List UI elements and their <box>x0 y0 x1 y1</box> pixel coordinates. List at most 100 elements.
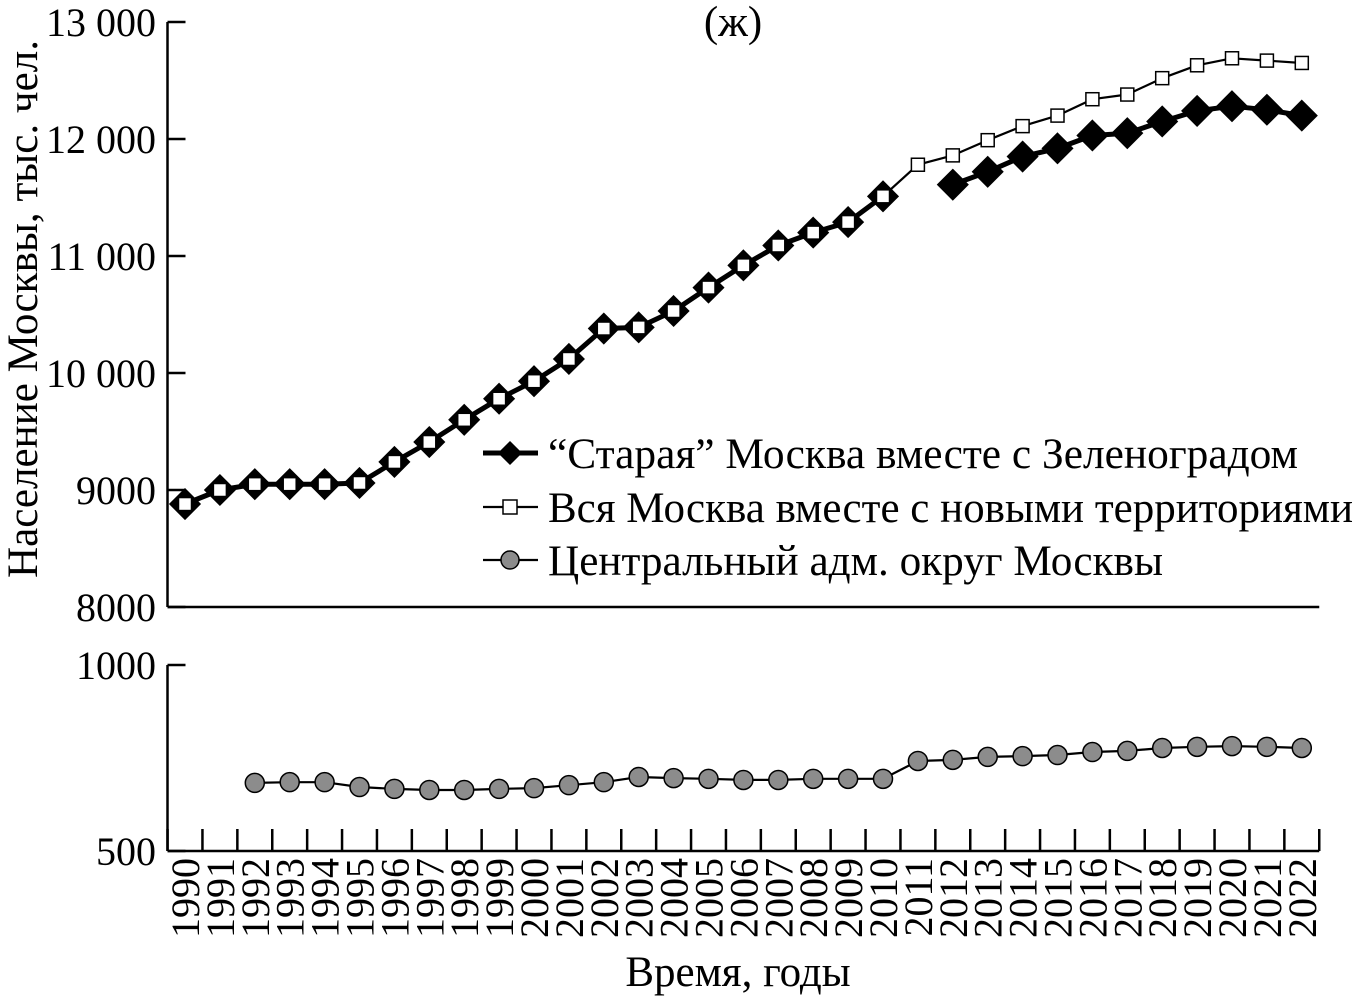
all-moscow-point <box>247 476 263 492</box>
central-district-point <box>1047 744 1068 766</box>
central-district-point <box>488 778 510 800</box>
all-moscow-point <box>910 157 926 172</box>
legend-item-old-moscow: “Старая” Москва вместе с Зеленоградом <box>483 431 1298 478</box>
x-tick-label: 1993 <box>268 858 313 938</box>
x-tick-label: 2004 <box>652 858 697 938</box>
x-axis-title: Время, годы <box>625 949 850 996</box>
all-moscow-point <box>701 280 716 295</box>
x-tick-label: 2003 <box>617 858 662 938</box>
y-tick-label: 9000 <box>76 468 156 513</box>
x-tick-label: 2001 <box>547 858 592 938</box>
x-tick-label: 1990 <box>163 858 208 938</box>
x-tick-label: 2013 <box>966 858 1011 938</box>
central-district-point <box>244 772 266 794</box>
x-tick-label: 1995 <box>338 858 383 938</box>
central-district-point <box>1082 741 1103 763</box>
x-tick-label: 2007 <box>756 858 801 938</box>
central-district-point <box>1012 745 1033 767</box>
x-tick-label: 2016 <box>1070 858 1115 938</box>
all-moscow-point <box>282 476 297 492</box>
all-moscow-point <box>771 238 786 253</box>
legend-label-central-district: Центральный адм. округ Москвы <box>548 538 1163 585</box>
all-moscow-point <box>1015 118 1030 134</box>
x-tick-label: 2015 <box>1036 858 1081 938</box>
x-tick-label: 2017 <box>1105 858 1150 938</box>
x-tick-label: 2010 <box>861 858 906 938</box>
x-tick-label: 2008 <box>791 858 836 938</box>
x-tick-label: 2018 <box>1140 858 1185 938</box>
y-tick-label: 500 <box>96 829 156 874</box>
old-moscow-point <box>1215 90 1249 123</box>
all-moscow-point <box>1085 91 1100 107</box>
central-district-point <box>279 771 300 793</box>
central-district-point <box>907 750 929 772</box>
y-tick-label: 10 000 <box>46 351 156 396</box>
y-tick-label: 1000 <box>76 643 156 688</box>
central-district-point <box>872 768 894 790</box>
x-tick-label: 2022 <box>1280 858 1325 938</box>
all-moscow-point <box>422 434 437 450</box>
central-district-point <box>977 746 998 768</box>
central-district-point <box>558 774 580 796</box>
central-district-point <box>593 771 615 793</box>
central-district-point <box>837 768 859 790</box>
central-district-point <box>523 777 545 799</box>
old-moscow-point <box>1285 99 1318 132</box>
y-tick-label: 8000 <box>76 585 156 630</box>
old-moscow-point <box>1076 119 1109 152</box>
all-moscow-point <box>1120 87 1135 102</box>
all-moscow-point <box>1050 108 1065 123</box>
central-district-point <box>663 767 684 789</box>
legend-circle-icon <box>500 550 520 570</box>
legend-diamond-icon <box>497 440 523 466</box>
y-tick-label: 13 000 <box>46 0 156 45</box>
all-moscow-point <box>631 320 646 335</box>
all-moscow-point <box>666 303 681 319</box>
x-tick-label: 2002 <box>582 858 627 938</box>
all-moscow-point <box>491 391 507 406</box>
all-moscow-point <box>945 148 961 163</box>
central-district-point <box>768 769 789 791</box>
x-tick-label: 2005 <box>687 858 732 938</box>
central-district-point <box>314 771 335 793</box>
x-tick-label: 2012 <box>931 858 976 938</box>
old-moscow-point <box>1181 94 1214 127</box>
central-district-point <box>349 776 370 798</box>
central-district-point <box>1256 736 1278 758</box>
all-moscow-point <box>805 225 821 240</box>
y-axis-title: Население Москвы, тыс. чел. <box>0 40 47 578</box>
old-moscow-point <box>1006 140 1039 173</box>
all-moscow-point <box>1224 51 1240 66</box>
legend: “Старая” Москва вместе с Зеленоградом Вс… <box>483 431 1353 585</box>
central-district-point <box>453 779 475 801</box>
x-tick-label: 2020 <box>1210 858 1255 938</box>
x-tick-label: 2019 <box>1175 858 1220 938</box>
plot-area <box>168 51 1318 801</box>
all-moscow-point <box>177 496 193 512</box>
x-tick-label: 1996 <box>372 858 417 938</box>
all-moscow-point <box>840 214 856 230</box>
central-district-point <box>1151 737 1173 759</box>
all-moscow-point <box>561 351 577 367</box>
chart-title: (ж) <box>704 0 762 46</box>
all-moscow-point <box>387 454 402 470</box>
legend-square-icon <box>502 499 518 515</box>
x-tick-label: 2011 <box>896 858 941 937</box>
x-tick-label: 1992 <box>233 858 278 938</box>
axes: 8000 9000 10 000 11 000 12 000 13 000 500 1000 1… <box>46 0 1325 938</box>
x-tick-label: 1991 <box>198 858 243 938</box>
y-tick-label: 12 000 <box>46 117 156 162</box>
all-moscow-point <box>980 132 995 148</box>
all-moscow-point <box>1259 53 1275 68</box>
x-tick-label: 2000 <box>512 858 557 938</box>
central-district-point <box>802 768 824 790</box>
x-tick-label: 1994 <box>303 858 348 938</box>
central-district-point <box>628 766 649 788</box>
old-moscow-point <box>971 155 1004 188</box>
central-district-point <box>1117 740 1138 762</box>
old-moscow-point <box>1111 117 1144 150</box>
all-moscow-point <box>596 321 612 336</box>
all-moscow-point <box>875 189 891 204</box>
old-moscow-point <box>1041 132 1074 165</box>
